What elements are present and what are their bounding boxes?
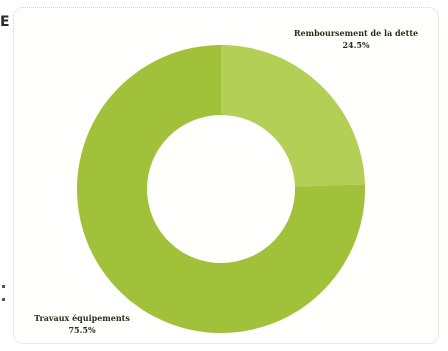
edge-tick-mark (2, 285, 5, 288)
donut-slices (77, 45, 366, 333)
edge-letter: E (0, 14, 10, 30)
slice-label-value-2: 75.5% (68, 325, 95, 335)
slice-label-name-2: Travaux équipements (34, 313, 130, 323)
slice-labels: Remboursement de la dette 24.5% Travaux éq… (34, 28, 418, 335)
donut-slice-1 (221, 45, 365, 187)
slice-label-value-1: 24.5% (342, 40, 369, 50)
donut-slice-2 (77, 45, 366, 333)
slice-label-name-1: Remboursement de la dette (294, 28, 418, 38)
edge-tick-mark (2, 298, 5, 301)
